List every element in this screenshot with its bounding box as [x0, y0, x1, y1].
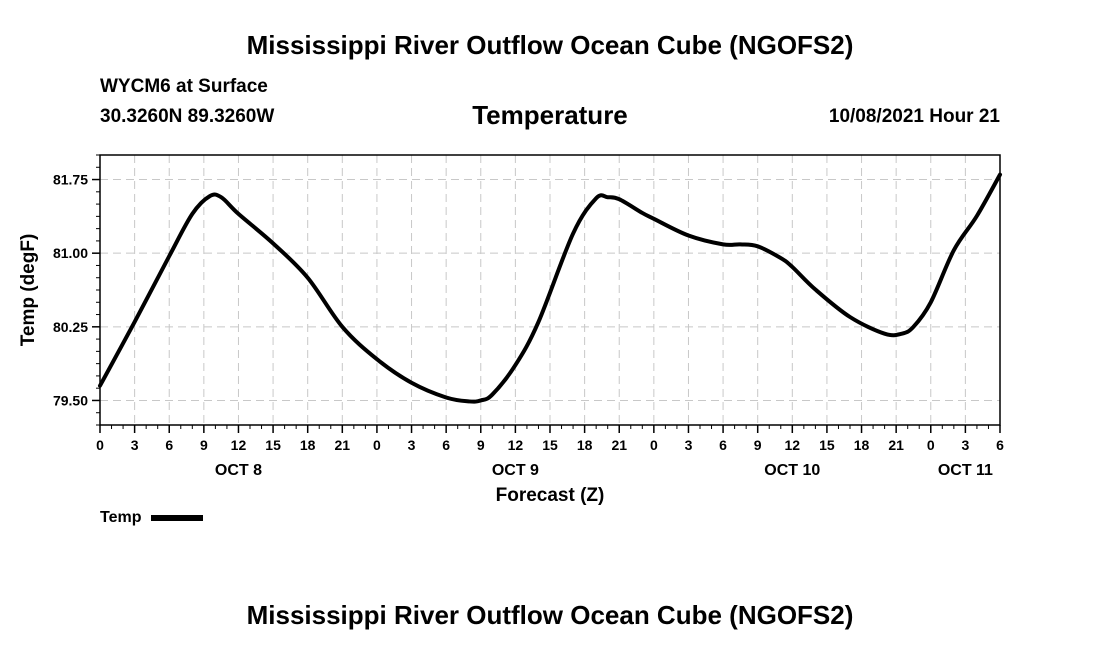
temp-series-line	[98, 172, 1002, 404]
legend: Temp	[100, 509, 204, 527]
x-axis-title: Forecast (Z)	[496, 485, 605, 506]
x-tick-label: 12	[508, 437, 524, 453]
x-tick-label: 15	[819, 437, 835, 453]
x-tick-label: 3	[685, 437, 693, 453]
x-tick-label: 3	[408, 437, 416, 453]
x-tick-label: 21	[611, 437, 627, 453]
x-tick-label: 18	[577, 437, 593, 453]
x-tick-label: 0	[373, 437, 381, 453]
y-tick-label: 79.50	[53, 392, 88, 408]
x-tick-label: 18	[854, 437, 870, 453]
axis-ticks	[92, 154, 1001, 433]
x-tick-label: 6	[165, 437, 173, 453]
chart-main-title: Mississippi River Outflow Ocean Cube (NG…	[246, 30, 854, 60]
x-tick-label: 6	[442, 437, 450, 453]
x-tick-label: 3	[131, 437, 139, 453]
footer-title: Mississippi River Outflow Ocean Cube (NG…	[246, 600, 854, 630]
x-tick-label: 9	[477, 437, 485, 453]
datetime-label: 10/08/2021 Hour 21	[828, 106, 1000, 127]
x-tick-label: 12	[231, 437, 247, 453]
y-tick-label: 80.25	[53, 319, 88, 335]
legend-label: Temp	[100, 509, 142, 526]
date-label: OCT 8	[215, 462, 262, 479]
x-tick-label: 6	[996, 437, 1004, 453]
station-label: WYCM6 at Surface	[100, 76, 268, 97]
y-axis-title: Temp (degF)	[18, 234, 39, 347]
x-tick-label: 0	[927, 437, 935, 453]
x-tick-label: 15	[265, 437, 281, 453]
x-tick-label: 3	[961, 437, 969, 453]
x-tick-label: 12	[785, 437, 801, 453]
grid-lines	[100, 155, 1000, 425]
legend-swatch	[151, 515, 204, 521]
x-tick-label: 9	[200, 437, 208, 453]
y-tick-label: 81.75	[53, 172, 88, 188]
variable-title: Temperature	[472, 100, 628, 130]
x-tick-label: 21	[888, 437, 904, 453]
coordinates-label: 30.3260N 89.3260W	[100, 106, 275, 127]
x-tick-label: 15	[542, 437, 558, 453]
x-tick-label: 0	[650, 437, 658, 453]
x-tick-label: 0	[96, 437, 104, 453]
date-label: OCT 10	[764, 462, 820, 479]
y-tick-label: 81.00	[53, 245, 88, 261]
date-label: OCT 9	[492, 462, 539, 479]
x-tick-label: 6	[719, 437, 727, 453]
x-tick-label: 18	[300, 437, 316, 453]
x-tick-label: 9	[754, 437, 762, 453]
date-label: OCT 11	[938, 462, 993, 479]
axis-labels: 0 3 6 9 12 15 18 21 0 3 6 9 12 15 18 21 0 3 6 9 12 15 18 21 0 3 6 7…	[53, 172, 1004, 479]
x-tick-label: 21	[335, 437, 351, 453]
